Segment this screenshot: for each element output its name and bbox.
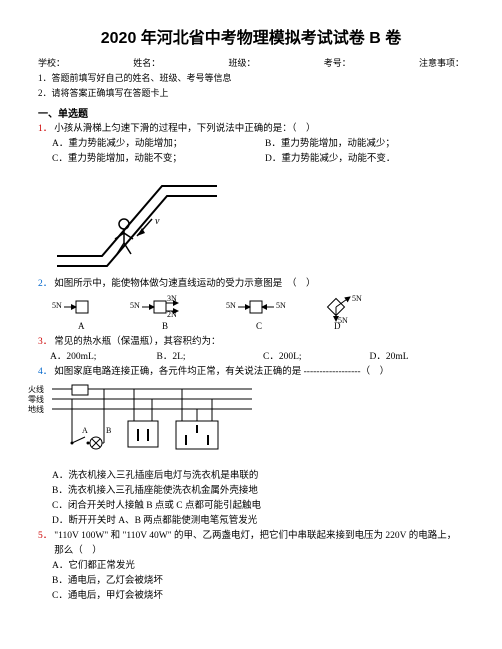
q4-text: 如图家庭电路连接正确，各元件均正常，有关说法正确的是 -------------… <box>54 365 464 379</box>
q2-diagram-d: 5N 5N D <box>316 295 372 331</box>
q4-options: A．洗衣机接入三孔插座后电灯与洗衣机是串联的 B．洗衣机接入三孔插座能使洗衣机金… <box>38 469 464 530</box>
class-label: 班级： <box>228 56 255 69</box>
note-label: 注意事项： <box>419 56 464 69</box>
student-info-row: 学校： 姓名： 班级： 考号： 注意事项： <box>38 56 464 69</box>
q5-opt-c: C．通电后，甲灯会被烧坏 <box>38 589 464 604</box>
svg-text:5N: 5N <box>276 301 286 310</box>
svg-text:v: v <box>155 216 160 227</box>
svg-text:3N: 3N <box>167 295 177 303</box>
q2-force-diagrams: 5N A 5N 3N 2N B 5N 5N C <box>38 295 464 331</box>
section-heading: 一、单选题 <box>38 105 464 120</box>
question-4: 4． 如图家庭电路连接正确，各元件均正常，有关说法正确的是 ----------… <box>38 365 464 379</box>
q1-opt-c: C．重力势能增加，动能不变； <box>38 152 251 167</box>
q4-opt-d: D．断开开关时 A、B 两点都能使测电笔氖管发光 <box>38 514 464 529</box>
svg-text:5N: 5N <box>130 301 140 310</box>
q3-options: A．200mL; B．2L; C．200L; D．20mL <box>38 350 464 365</box>
svg-text:5N: 5N <box>52 301 62 310</box>
q2-number: 2． <box>38 277 52 291</box>
id-label: 考号： <box>324 56 351 69</box>
q3-opt-a: A．200mL; <box>38 350 145 365</box>
svg-text:B: B <box>162 321 168 331</box>
name-label: 姓名： <box>133 56 160 69</box>
q1-options: A．重力势能减少，动能增加； B．重力势能增加，动能减少； C．重力势能增加，动… <box>38 137 464 167</box>
q5-options: A．它们都正常发光 B．通电后，乙灯会被烧坏 C．通电后，甲灯会被烧坏 <box>38 559 464 605</box>
q3-opt-b: B．2L; <box>145 350 252 365</box>
question-5: 5． "110V 100W" 和 "110V 40W" 的甲、乙两盏电灯，把它们… <box>38 529 464 558</box>
q1-opt-b: B．重力势能增加，动能减少； <box>251 137 464 152</box>
q1-number: 1． <box>38 122 52 136</box>
q5-opt-a: A．它们都正常发光 <box>38 559 464 574</box>
slide-figure: v <box>52 171 464 274</box>
svg-text:B: B <box>106 426 111 435</box>
svg-text:A: A <box>78 321 85 331</box>
circuit-figure: 火线 零线 地线 A B <box>52 383 464 466</box>
q2-diagram-b: 5N 3N 2N B <box>130 295 208 331</box>
slide-svg: v <box>52 171 222 271</box>
question-2: 2． 如图所示中，能使物体做匀速直线运动的受力示意图是 （ ） <box>38 277 464 291</box>
q3-opt-d: D．20mL <box>358 350 465 365</box>
label-ground: 地线 <box>28 405 44 415</box>
svg-text:A: A <box>82 426 88 435</box>
q2-diagram-a: 5N A <box>52 295 112 331</box>
page: 2020 年河北省中考物理模拟考试试卷 B 卷 学校： 姓名： 班级： 考号： … <box>0 0 502 649</box>
q1-text: 小孩从滑梯上匀速下滑的过程中，下列说法中正确的是：（ ） <box>54 122 464 136</box>
q1-opt-d: D．重力势能减少，动能不变． <box>251 152 464 167</box>
note-1: 1．答题前填写好自己的姓名、班级、考号等信息 <box>38 71 464 84</box>
q3-opt-c: C．200L; <box>251 350 358 365</box>
q4-opt-a: A．洗衣机接入三孔插座后电灯与洗衣机是串联的 <box>38 469 464 484</box>
q4-opt-c: C．闭合开关时人接触 B 点或 C 点都可能引起触电 <box>38 499 464 514</box>
q4-number: 4． <box>38 365 52 379</box>
svg-text:D: D <box>334 321 341 331</box>
q5-opt-b: B．通电后，乙灯会被烧坏 <box>38 574 464 589</box>
svg-text:C: C <box>256 321 262 331</box>
question-1: 1． 小孩从滑梯上匀速下滑的过程中，下列说法中正确的是：（ ） <box>38 122 464 136</box>
circuit-svg: A B <box>52 383 252 463</box>
q3-number: 3． <box>38 335 52 349</box>
q3-text: 常见的热水瓶（保温瓶），其容积约为： <box>54 335 464 349</box>
label-fire: 火线 <box>28 385 44 395</box>
question-3: 3． 常见的热水瓶（保温瓶），其容积约为： <box>38 335 464 349</box>
q4-opt-b: B．洗衣机接入三孔插座能使洗衣机金属外壳接地 <box>38 484 464 499</box>
svg-text:5N: 5N <box>352 295 362 303</box>
q5-number: 5． <box>38 529 52 558</box>
school-label: 学校： <box>38 56 65 69</box>
note-2: 2．请将答案正确填写在答题卡上 <box>38 86 464 99</box>
q2-text: 如图所示中，能使物体做匀速直线运动的受力示意图是 （ ） <box>54 277 464 291</box>
doc-title: 2020 年河北省中考物理模拟考试试卷 B 卷 <box>38 24 464 48</box>
q5-text: "110V 100W" 和 "110V 40W" 的甲、乙两盏电灯，把它们中串联… <box>54 529 464 558</box>
q2-diagram-c: 5N 5N C <box>226 295 298 331</box>
q1-opt-a: A．重力势能减少，动能增加； <box>38 137 251 152</box>
label-neutral: 零线 <box>28 395 44 405</box>
svg-text:5N: 5N <box>226 301 236 310</box>
